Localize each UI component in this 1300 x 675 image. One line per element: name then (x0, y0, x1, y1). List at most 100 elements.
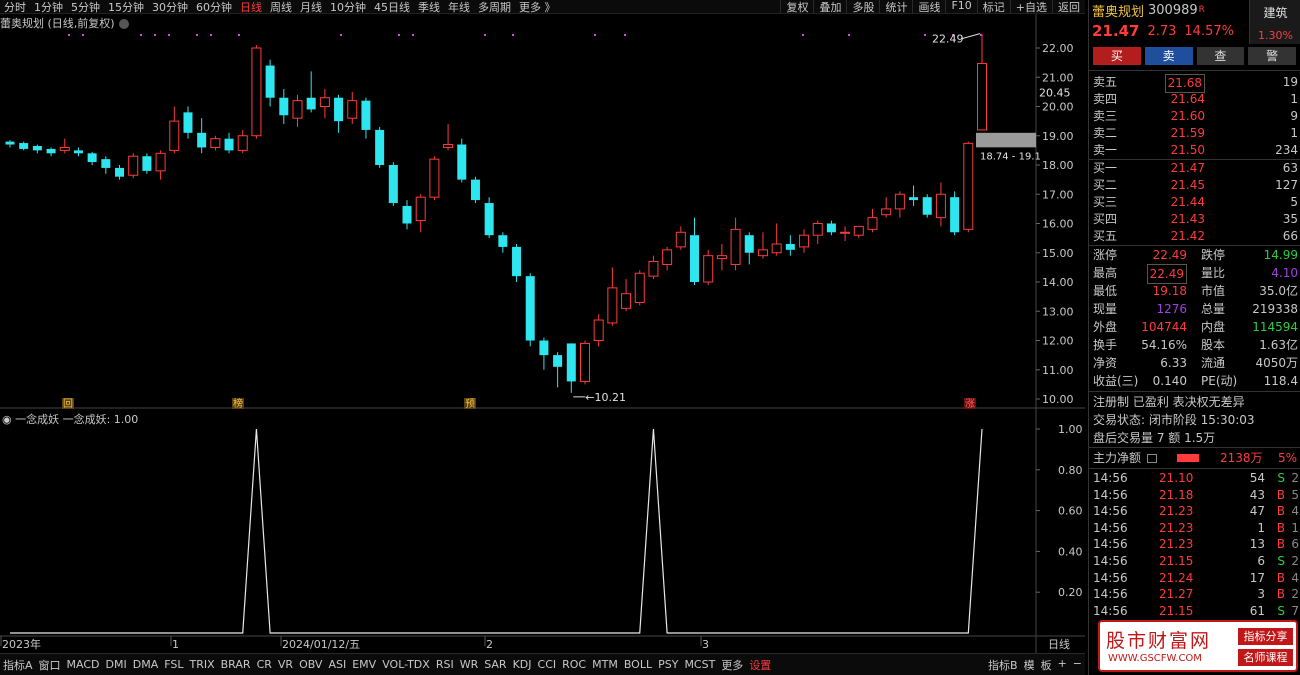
indicator-tab-1[interactable]: 窗口 (38, 658, 61, 672)
candle-body (648, 261, 659, 277)
candle-body (128, 155, 139, 176)
candle-body (840, 231, 851, 234)
botbar-tool-2[interactable]: 板 (1040, 658, 1052, 672)
tool-0[interactable]: 复权 (780, 0, 813, 13)
indicator-tab-6[interactable]: TRIX (189, 658, 215, 671)
period-0[interactable]: 分时 (4, 0, 26, 14)
event-marker[interactable]: 榜 (233, 397, 243, 410)
candle (963, 141, 974, 233)
query-button[interactable]: 查 (1196, 47, 1245, 65)
indicator-tab-23[interactable]: MCST (684, 658, 716, 671)
divider (1089, 245, 1300, 246)
period-2[interactable]: 5分钟 (71, 0, 100, 14)
indicator-tab-0[interactable]: 指标A (3, 658, 33, 672)
tool-6[interactable]: 标记 (976, 0, 1010, 13)
event-marker-bg[interactable] (464, 398, 476, 409)
indicator-tab-7[interactable]: BRAR (220, 658, 251, 671)
indicator-tab-24[interactable]: 更多 (721, 658, 744, 672)
indicator-tab-11[interactable]: ASI (328, 658, 347, 671)
indicator-tab-16[interactable]: SAR (484, 658, 507, 671)
tick-list[interactable]: 14:56 21.10 54 S 2 14:56 21.18 43 B 5 14:56 21.23 47… (1089, 470, 1300, 619)
candle-body (5, 141, 15, 145)
indicator-tab-10[interactable]: OBV (299, 658, 323, 671)
indicator-tab-8[interactable]: CR (256, 658, 272, 671)
indicator-tab-21[interactable]: BOLL (623, 658, 653, 671)
indicator-tab-2[interactable]: MACD (66, 658, 100, 671)
period-7[interactable]: 周线 (270, 0, 292, 14)
candle-body (771, 243, 782, 254)
kline-chart[interactable]: 22.0021.0020.0019.0018.0017.0016.0015.00… (0, 0, 1085, 653)
event-marker[interactable]: 回 (63, 398, 73, 410)
indicator-tab-22[interactable]: PSY (658, 658, 679, 671)
tool-4[interactable]: 画线 (912, 0, 945, 13)
indicator-tab-14[interactable]: RSI (435, 658, 454, 671)
period-6[interactable]: 日线 (240, 0, 262, 14)
stat-label: 总量 (1201, 302, 1226, 316)
book-price: 21.60 (1170, 109, 1205, 123)
candle (498, 232, 508, 253)
sell-button[interactable]: 卖 (1144, 47, 1193, 65)
indicator-tab-19[interactable]: ROC (562, 658, 587, 671)
tool-8[interactable]: 返回 (1052, 0, 1085, 13)
period-9[interactable]: 10分钟 (330, 0, 366, 14)
event-marker-bg[interactable] (964, 398, 976, 409)
indicator-tab-12[interactable]: EMV (352, 658, 377, 671)
indicator-tab-5[interactable]: FSL (164, 658, 184, 671)
period-14[interactable]: 更多 》 (519, 0, 556, 14)
botbar-tool-0[interactable]: 指标B (988, 658, 1018, 672)
period-4[interactable]: 30分钟 (152, 0, 188, 14)
period-11[interactable]: 季线 (418, 0, 440, 14)
indicator-tab-9[interactable]: VR (277, 658, 294, 671)
indicator-tab-15[interactable]: WR (459, 658, 479, 671)
botbar-tool-3[interactable]: + (1057, 656, 1067, 670)
watermark-ad: 股市财富网 WWW.GSCFW.COM 指标分享 名师课程 (1098, 620, 1298, 672)
net-detail-icon[interactable] (1146, 454, 1157, 463)
stat-value: 219338 (1252, 302, 1298, 316)
event-marker[interactable]: 涨 (965, 398, 975, 410)
indicator-tab-13[interactable]: VOL-TDX (382, 658, 430, 671)
industry-tag[interactable]: 建筑 1.30% (1249, 0, 1300, 44)
candle (744, 232, 754, 265)
alert-button[interactable]: 警 (1248, 47, 1296, 65)
stat-value: 22.49 (1146, 264, 1187, 284)
period-3[interactable]: 15分钟 (108, 0, 144, 14)
tool-3[interactable]: 统计 (879, 0, 912, 13)
indicator-tab-25[interactable]: 设置 (749, 658, 772, 672)
candle-body (950, 197, 960, 233)
event-marker-bg[interactable] (62, 398, 74, 409)
candle-body (785, 243, 795, 250)
candle-body (46, 148, 56, 154)
tool-1[interactable]: 叠加 (813, 0, 846, 13)
period-12[interactable]: 年线 (448, 0, 470, 14)
tick-row: 14:56 21.24 17 B 4 (1089, 570, 1300, 587)
candle (5, 140, 15, 148)
botbar-tool-1[interactable]: 模 (1023, 658, 1035, 672)
signal-dot (980, 34, 982, 36)
botbar-tool-4[interactable]: − (1072, 656, 1082, 670)
indicator-tab-20[interactable]: MTM (592, 658, 618, 671)
book-level: 卖二 (1093, 126, 1118, 140)
period-5[interactable]: 60分钟 (196, 0, 232, 14)
candle-body (388, 165, 398, 204)
stat-value: 22.49 (1152, 248, 1187, 262)
period-10[interactable]: 45日线 (374, 0, 410, 14)
buy-button[interactable]: 买 (1093, 47, 1141, 65)
candle (853, 225, 864, 239)
period-13[interactable]: 多周期 (478, 0, 511, 14)
period-8[interactable]: 月线 (300, 0, 322, 14)
event-marker[interactable]: 预 (465, 398, 475, 410)
divider (1089, 447, 1300, 448)
tool-2[interactable]: 多股 (846, 0, 879, 13)
tool-7[interactable]: +自选 (1009, 0, 1052, 13)
chart-settings-icon[interactable] (118, 19, 129, 29)
period-1[interactable]: 1分钟 (34, 0, 63, 14)
candle (881, 197, 892, 218)
indicator-tab-4[interactable]: DMA (132, 658, 159, 671)
indicator-tab-3[interactable]: DMI (105, 658, 127, 671)
event-marker-bg[interactable] (232, 398, 244, 409)
indicator-tab-17[interactable]: KDJ (512, 658, 532, 671)
tool-5[interactable]: F10 (945, 0, 976, 13)
candle (484, 197, 494, 239)
indicator-tab-18[interactable]: CCI (537, 658, 557, 671)
signal-dot (512, 34, 514, 36)
